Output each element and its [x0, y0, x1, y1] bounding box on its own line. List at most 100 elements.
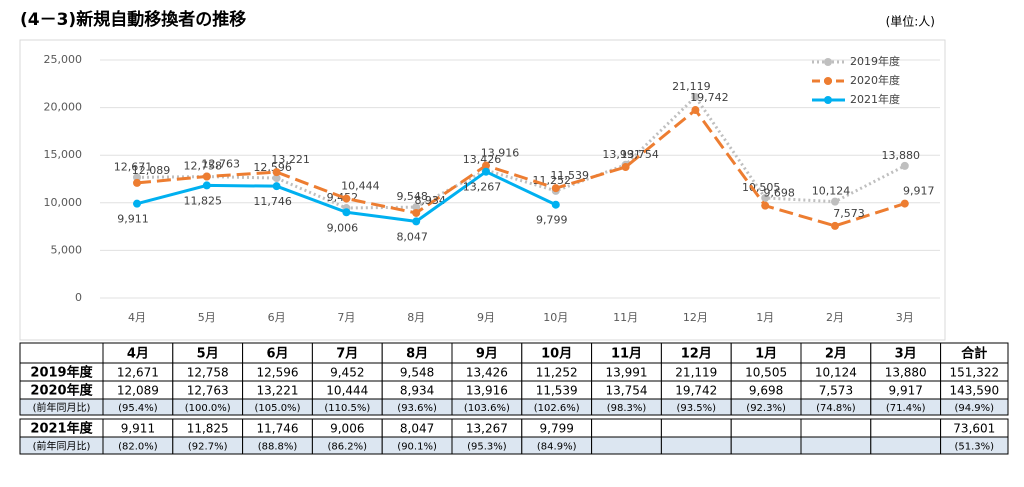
point	[691, 106, 700, 115]
cell-text: (51.3%)	[955, 442, 995, 453]
cell-text: 7月	[336, 347, 358, 362]
cell-text: 9,452	[330, 366, 364, 380]
cell-text: 8,934	[400, 384, 434, 398]
data-label: 9,698	[763, 187, 795, 200]
point	[900, 161, 909, 170]
cell-text: (98.3%)	[607, 403, 647, 414]
cell-text: (84.9%)	[537, 442, 577, 453]
cell-text: 11,825	[187, 422, 229, 436]
cell-text: 9,006	[330, 422, 364, 436]
table-cell	[730, 436, 802, 455]
x-tick-label: 4月	[128, 311, 146, 324]
cell-text: 13,426	[466, 366, 508, 380]
cell-text: 合計	[961, 346, 987, 362]
x-tick-label: 6月	[268, 311, 286, 324]
cell-text: 2021年度	[30, 421, 93, 437]
point	[831, 197, 839, 206]
cell-text: 10,124	[815, 366, 857, 380]
data-label: 9,548	[396, 190, 428, 203]
data-label: 8,934	[414, 194, 446, 207]
data-label: 19,742	[690, 91, 729, 104]
data-label: 13,754	[620, 148, 659, 161]
cell-text: 10月	[541, 347, 572, 362]
cell-text: 13,991	[606, 366, 648, 380]
point	[761, 201, 770, 210]
cell-text: 9月	[476, 347, 498, 362]
cell-text: 8月	[406, 347, 428, 362]
unit: (単位:人)	[886, 14, 935, 29]
cell-text: 10,505	[745, 366, 787, 380]
data-label: 7,573	[833, 207, 865, 220]
y-tick-label: 25,000	[44, 53, 83, 66]
x-tick-label: 8月	[407, 311, 425, 324]
series-line	[136, 107, 906, 228]
data-label: 12,763	[202, 157, 241, 170]
data-label: 9,006	[327, 221, 359, 234]
cell-text: 2月	[825, 347, 847, 362]
point	[133, 173, 141, 182]
data-label: 9,911	[117, 213, 149, 226]
data-label: 13,426	[463, 153, 502, 166]
cell-text: 9,698	[749, 384, 783, 398]
legend-marker	[824, 96, 832, 104]
data-label: 11,539	[551, 169, 590, 182]
point	[551, 184, 560, 193]
cell-text: (90.1%)	[397, 442, 437, 453]
table-cell	[19, 342, 104, 364]
title: (4－3)新規自動移換者の推移	[20, 9, 246, 30]
legend-label: 2020年度	[850, 73, 900, 87]
cell-text: 11,746	[257, 422, 299, 436]
cell-text: 12,089	[117, 384, 159, 398]
cell-text: 19,742	[675, 384, 717, 398]
cell-text: 11,539	[536, 384, 578, 398]
point	[133, 199, 141, 208]
table-cell	[940, 436, 1009, 455]
x-tick-label: 2月	[826, 311, 844, 324]
point	[133, 178, 141, 187]
point	[342, 208, 351, 217]
data-label: 12,671	[114, 160, 153, 173]
cell-text: (86.2%)	[328, 442, 368, 453]
table-cell	[660, 436, 732, 455]
cell-text: (93.6%)	[397, 403, 437, 414]
cell-text: (103.6%)	[464, 403, 510, 414]
point	[272, 174, 281, 183]
cell-text: (92.3%)	[746, 403, 786, 414]
data-label: 13,916	[481, 147, 520, 160]
cell-text: (74.8%)	[816, 403, 856, 414]
data-label: 9,799	[536, 214, 568, 227]
x-tick-label: 5月	[198, 311, 216, 324]
x-tick-label: 9月	[477, 311, 495, 324]
cell-text: 21,119	[675, 366, 717, 380]
y-tick-label: 15,000	[44, 148, 83, 161]
cell-text: (93.5%)	[677, 403, 717, 414]
cell-text: (前年同月比)	[33, 440, 91, 453]
cell-text: 4月	[127, 347, 149, 362]
cell-text: 143,590	[949, 384, 999, 398]
cell-text: 13,267	[466, 422, 508, 436]
data-label: 13,221	[271, 153, 310, 166]
point	[831, 221, 839, 230]
data-label: 21,119	[672, 80, 711, 93]
cell-text: (前年同月比)	[33, 401, 91, 414]
table-cell	[870, 418, 942, 438]
x-tick-label: 10月	[543, 311, 568, 324]
point	[482, 167, 490, 176]
point	[900, 199, 909, 208]
data-label: 9,917	[903, 185, 935, 198]
cell-text: (100.0%)	[185, 403, 231, 414]
data-label: 13,991	[602, 148, 641, 161]
point	[621, 163, 630, 172]
table-cell	[800, 436, 872, 455]
cell-text: 9,917	[889, 384, 923, 398]
cell-text: 151,322	[949, 366, 999, 380]
x-tick-label: 12月	[683, 311, 708, 324]
cell-text: 5月	[197, 347, 219, 362]
cell-text: 12月	[681, 347, 712, 362]
legend-label: 2021年度	[850, 92, 900, 106]
cell-text: 12,763	[187, 384, 229, 398]
cell-text: 2019年度	[30, 365, 93, 381]
cell-text: 1月	[755, 347, 777, 362]
cell-text: 12,671	[117, 366, 159, 380]
